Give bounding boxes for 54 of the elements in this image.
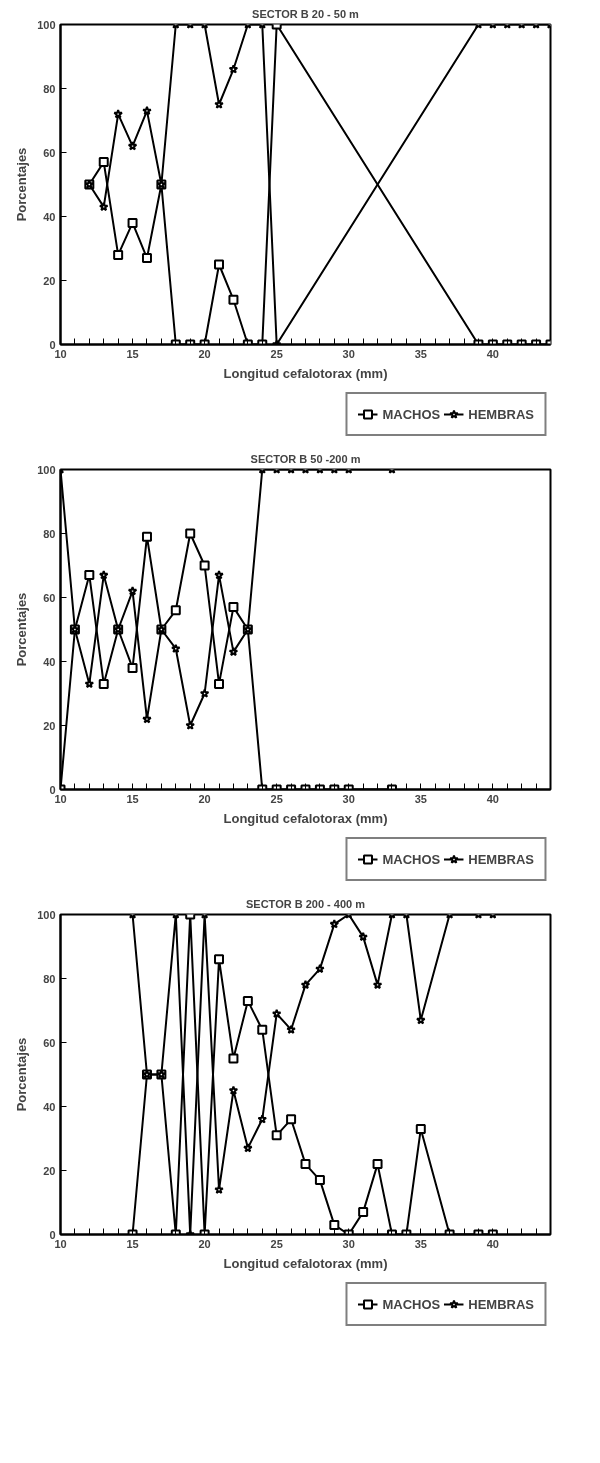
y-tick-label: 80 <box>43 527 56 540</box>
y-tick-label: 80 <box>43 972 56 985</box>
chart-title: SECTOR B 200 - 400 m <box>245 897 366 910</box>
legend-label: HEMBRAS <box>468 1296 534 1312</box>
y-tick-label: 40 <box>43 210 56 223</box>
y-tick-label: 100 <box>37 463 56 476</box>
x-tick-label: 10 <box>54 347 67 360</box>
legend-label: MACHOS <box>382 1296 441 1312</box>
x-tick-label: 35 <box>414 1237 427 1250</box>
x-axis-title: Longitud cefalotorax (mm) <box>223 810 388 826</box>
chart-title: SECTOR B 20 - 50 m <box>252 7 360 20</box>
x-tick-label: 10 <box>54 1237 67 1250</box>
y-tick-label: 60 <box>43 1036 56 1049</box>
x-tick-label: 25 <box>270 792 283 805</box>
legend-label: MACHOS <box>382 406 441 422</box>
x-tick-label: 25 <box>270 1237 283 1250</box>
x-tick-label: 25 <box>270 347 283 360</box>
legend-label: HEMBRAS <box>468 406 534 422</box>
x-tick-label: 15 <box>126 792 139 805</box>
y-tick-label: 0 <box>49 1228 56 1241</box>
x-tick-label: 15 <box>126 1237 139 1250</box>
x-tick-label: 30 <box>342 792 355 805</box>
y-tick-label: 20 <box>43 719 56 732</box>
y-tick-label: 0 <box>49 783 56 796</box>
legend-label: MACHOS <box>382 851 441 867</box>
y-axis-title: Porcentajes <box>14 1037 30 1112</box>
x-tick-label: 15 <box>126 347 139 360</box>
x-axis-title: Longitud cefalotorax (mm) <box>223 1255 388 1271</box>
y-tick-label: 20 <box>43 1164 56 1177</box>
x-tick-label: 20 <box>198 792 211 805</box>
x-tick-label: 40 <box>486 1237 499 1250</box>
chart-title: SECTOR B 50 -200 m <box>250 452 361 465</box>
y-axis-title: Porcentajes <box>14 147 30 222</box>
x-tick-label: 35 <box>414 347 427 360</box>
y-tick-label: 20 <box>43 274 56 287</box>
y-tick-label: 40 <box>43 1100 56 1113</box>
y-tick-label: 0 <box>49 338 56 351</box>
y-axis-title: Porcentajes <box>14 592 30 667</box>
legend-label: HEMBRAS <box>468 851 534 867</box>
y-tick-label: 100 <box>37 18 56 31</box>
y-tick-label: 40 <box>43 655 56 668</box>
x-tick-label: 40 <box>486 792 499 805</box>
x-tick-label: 30 <box>342 347 355 360</box>
y-tick-label: 60 <box>43 146 56 159</box>
y-tick-label: 80 <box>43 82 56 95</box>
x-axis-title: Longitud cefalotorax (mm) <box>223 365 388 381</box>
y-tick-label: 60 <box>43 591 56 604</box>
x-tick-label: 40 <box>486 347 499 360</box>
x-tick-label: 30 <box>342 1237 355 1250</box>
x-tick-label: 20 <box>198 1237 211 1250</box>
x-tick-label: 20 <box>198 347 211 360</box>
x-tick-label: 10 <box>54 792 67 805</box>
y-tick-label: 100 <box>37 908 56 921</box>
x-tick-label: 35 <box>414 792 427 805</box>
